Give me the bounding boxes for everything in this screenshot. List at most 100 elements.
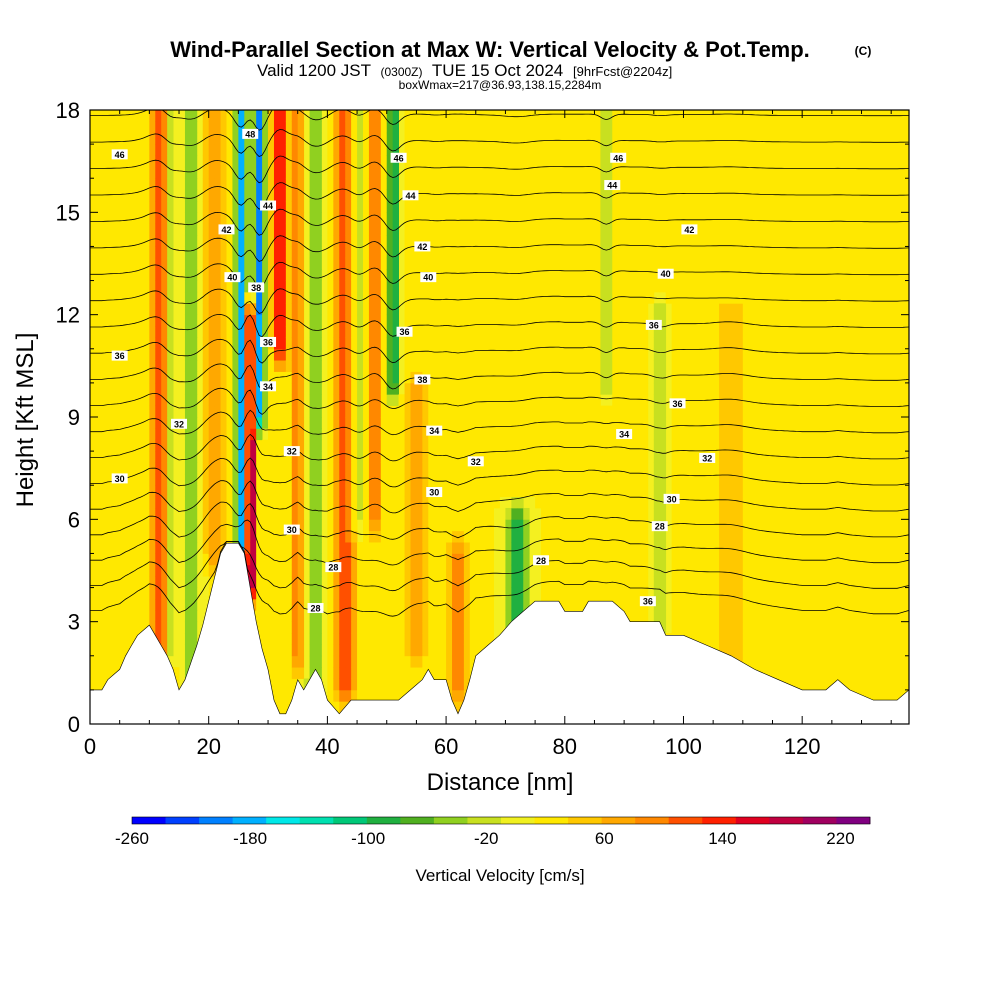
vv-cell bbox=[594, 496, 601, 509]
vv-cell bbox=[262, 633, 269, 645]
vv-cell bbox=[297, 212, 305, 225]
vv-cell bbox=[517, 473, 524, 486]
vv-cell bbox=[469, 485, 477, 497]
vv-cell bbox=[535, 360, 542, 372]
vv-cell bbox=[250, 360, 257, 372]
vv-cell bbox=[564, 496, 572, 509]
vv-cell bbox=[659, 223, 667, 236]
vv-cell bbox=[155, 371, 162, 384]
vv-cell bbox=[333, 689, 340, 702]
vv-cell bbox=[368, 235, 376, 247]
vv-cell bbox=[386, 633, 394, 645]
vv-cell bbox=[226, 166, 233, 179]
vv-cell bbox=[256, 110, 263, 122]
vv-cell bbox=[659, 200, 667, 213]
vv-cell bbox=[256, 348, 263, 361]
vv-cell bbox=[546, 564, 554, 577]
vv-cell bbox=[285, 542, 293, 554]
vv-cell bbox=[262, 348, 269, 361]
vv-cell bbox=[624, 610, 631, 623]
vv-cell bbox=[552, 451, 560, 463]
vv-cell bbox=[131, 144, 138, 156]
vv-cell bbox=[214, 303, 221, 316]
vv-cell bbox=[113, 382, 121, 395]
vv-cell bbox=[262, 235, 269, 247]
vv-cell bbox=[665, 110, 672, 122]
vv-cell bbox=[351, 280, 358, 293]
vv-cell bbox=[202, 496, 210, 509]
vv-cell bbox=[357, 405, 364, 418]
vv-cell bbox=[143, 485, 150, 497]
vv-cell bbox=[386, 223, 394, 236]
vv-cell bbox=[653, 178, 661, 190]
vv-cell bbox=[386, 189, 394, 202]
vv-cell bbox=[499, 462, 506, 475]
vv-cell bbox=[582, 326, 589, 338]
vv-cell bbox=[517, 405, 524, 418]
vv-cell bbox=[404, 394, 411, 407]
vv-cell bbox=[226, 155, 233, 168]
vv-cell bbox=[368, 485, 376, 497]
vv-cell bbox=[208, 223, 216, 236]
vv-cell bbox=[428, 291, 435, 304]
vv-cell bbox=[238, 303, 245, 316]
vv-cell bbox=[339, 348, 346, 361]
vv-cell bbox=[541, 530, 548, 543]
vv-cell bbox=[137, 462, 144, 475]
vv-cell bbox=[345, 473, 352, 486]
vv-cell bbox=[279, 428, 287, 441]
vv-cell bbox=[309, 314, 316, 327]
vv-cell bbox=[416, 155, 423, 168]
vv-cell bbox=[368, 348, 376, 361]
vv-cell bbox=[416, 280, 423, 293]
vv-cell bbox=[202, 382, 210, 395]
vv-cell bbox=[386, 621, 394, 634]
vv-cell bbox=[363, 678, 370, 691]
vv-cell bbox=[279, 155, 287, 168]
vv-cell bbox=[493, 110, 500, 122]
vv-cell bbox=[285, 667, 293, 679]
vv-cell bbox=[291, 405, 299, 418]
vv-cell bbox=[262, 291, 269, 304]
vv-cell bbox=[167, 166, 174, 179]
vv-cell bbox=[641, 587, 649, 600]
vv-cell bbox=[398, 610, 405, 623]
vv-cell bbox=[624, 598, 631, 611]
vv-cell bbox=[457, 451, 465, 463]
vv-cell bbox=[410, 348, 417, 361]
vv-cell bbox=[398, 473, 405, 486]
vv-cell bbox=[190, 530, 198, 543]
vv-cell bbox=[315, 644, 322, 657]
vv-cell bbox=[410, 553, 417, 566]
vv-cell bbox=[279, 337, 287, 350]
vv-cell bbox=[630, 235, 637, 247]
vv-cell bbox=[564, 223, 572, 236]
vv-cell bbox=[345, 246, 352, 259]
vv-cell bbox=[606, 121, 613, 134]
vv-cell bbox=[511, 178, 518, 190]
vv-cell bbox=[279, 291, 287, 304]
vv-cell bbox=[600, 576, 607, 588]
vv-cell bbox=[363, 360, 370, 372]
vv-cell bbox=[113, 621, 121, 634]
vv-cell bbox=[641, 212, 649, 225]
vv-cell bbox=[220, 462, 227, 475]
vv-cell bbox=[232, 155, 239, 168]
vv-cell bbox=[315, 564, 322, 577]
vv-cell bbox=[149, 121, 156, 134]
vv-cell bbox=[143, 610, 150, 623]
vv-cell bbox=[398, 451, 405, 463]
vv-cell bbox=[386, 485, 394, 497]
vv-cell bbox=[452, 610, 459, 623]
vv-cell bbox=[285, 200, 293, 213]
vv-cell bbox=[149, 598, 156, 611]
vv-cell bbox=[143, 371, 150, 384]
vv-cell bbox=[641, 496, 649, 509]
vv-cell bbox=[143, 303, 150, 316]
vv-cell bbox=[137, 269, 144, 281]
vv-cell bbox=[345, 178, 352, 190]
vv-cell bbox=[440, 633, 447, 645]
vv-cell bbox=[184, 405, 192, 418]
vv-cell bbox=[208, 189, 216, 202]
vv-cell bbox=[327, 121, 334, 134]
